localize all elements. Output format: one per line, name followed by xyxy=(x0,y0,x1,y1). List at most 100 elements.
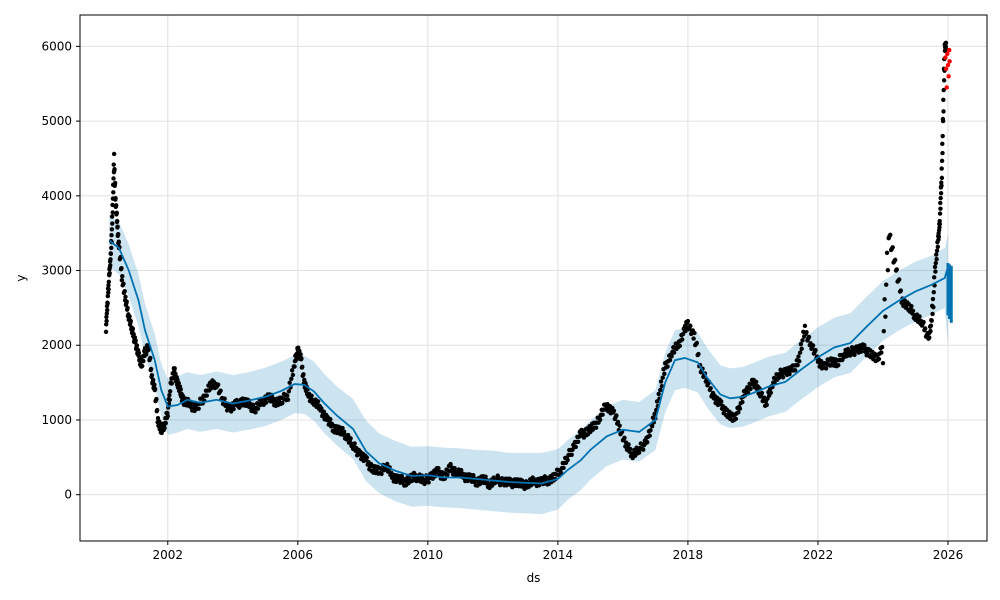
forecast-line xyxy=(108,239,949,485)
observed-point xyxy=(909,304,914,309)
observed-point xyxy=(708,386,713,391)
outlier-point xyxy=(947,59,952,64)
observed-point xyxy=(733,416,739,422)
observed-point xyxy=(636,450,642,455)
observed-point xyxy=(569,452,574,457)
observed-point xyxy=(127,314,132,319)
observed-point xyxy=(106,279,112,285)
observed-point xyxy=(923,326,928,331)
observed-point xyxy=(301,372,306,377)
observed-point xyxy=(929,318,934,323)
observed-point xyxy=(934,256,939,262)
observed-point xyxy=(125,305,130,311)
observed-point xyxy=(115,232,121,237)
observed-point xyxy=(938,206,943,211)
observed-point xyxy=(940,133,945,139)
observed-point xyxy=(658,379,664,384)
x-tick-label: 2006 xyxy=(283,548,314,562)
observed-point xyxy=(691,336,696,341)
observed-point xyxy=(662,371,667,376)
observed-point xyxy=(943,40,949,45)
observed-point xyxy=(940,118,946,124)
observed-point xyxy=(104,311,110,316)
observed-point xyxy=(111,190,116,195)
observed-point xyxy=(645,440,650,445)
observed-point xyxy=(768,390,774,395)
observed-point xyxy=(109,245,114,251)
observed-point xyxy=(162,425,167,431)
observed-point xyxy=(937,218,942,224)
observed-point xyxy=(154,396,159,402)
observed-point xyxy=(881,329,886,334)
observed-point xyxy=(458,467,464,473)
observed-point xyxy=(124,299,129,304)
observed-point xyxy=(315,399,321,404)
observed-point xyxy=(173,371,178,377)
observed-point xyxy=(796,354,801,359)
observed-point xyxy=(884,250,890,255)
x-tick-label: 2002 xyxy=(153,548,184,562)
observed-point xyxy=(104,314,109,320)
observed-point xyxy=(119,265,124,271)
observed-point xyxy=(641,447,646,452)
observed-point xyxy=(106,290,111,295)
outlier-point xyxy=(947,47,952,53)
observed-point xyxy=(928,323,934,328)
observed-point xyxy=(114,210,119,216)
observed-point xyxy=(379,471,384,477)
observed-point xyxy=(862,342,867,348)
observed-point xyxy=(180,393,186,398)
observed-point xyxy=(823,366,829,371)
observed-point xyxy=(104,322,109,327)
observed-point xyxy=(340,425,345,431)
observed-point xyxy=(299,356,304,361)
observed-point xyxy=(111,176,116,181)
observed-point xyxy=(169,381,175,386)
observed-point xyxy=(157,419,162,424)
x-tick-label: 2014 xyxy=(543,548,574,562)
x-tick-label: 2022 xyxy=(803,548,834,562)
observed-point xyxy=(116,239,122,244)
observed-point xyxy=(136,350,142,356)
observed-point xyxy=(737,406,743,411)
observed-point xyxy=(667,357,673,363)
observed-point xyxy=(296,345,301,350)
observed-point xyxy=(897,277,902,282)
observed-point xyxy=(108,251,114,256)
observed-point xyxy=(471,473,476,478)
observed-point xyxy=(660,375,665,380)
observed-point xyxy=(103,329,109,334)
observed-point xyxy=(364,455,370,460)
outlier-point xyxy=(945,51,950,57)
observed-point xyxy=(890,245,895,250)
y-axis-label: y xyxy=(14,274,28,281)
observed-point xyxy=(128,318,133,324)
observed-point xyxy=(108,257,113,262)
observed-point xyxy=(561,465,566,471)
observed-point xyxy=(141,358,146,364)
observed-point xyxy=(888,232,893,238)
observed-point xyxy=(109,214,115,219)
observed-point xyxy=(932,264,938,270)
observed-point xyxy=(884,282,889,287)
observed-point xyxy=(436,466,441,471)
observed-point xyxy=(753,379,759,385)
observed-point xyxy=(931,275,937,280)
observed-point xyxy=(941,87,946,93)
observed-point xyxy=(123,294,128,300)
observed-point xyxy=(937,225,942,230)
observed-point xyxy=(883,314,888,319)
observed-point xyxy=(148,366,154,372)
observed-point xyxy=(806,334,812,340)
observed-point xyxy=(892,257,898,263)
observed-point xyxy=(287,380,292,385)
observed-point xyxy=(134,343,140,348)
observed-point xyxy=(111,162,116,167)
observed-point xyxy=(879,344,885,350)
x-tick-label: 2010 xyxy=(413,548,444,562)
observed-point xyxy=(597,417,603,423)
observed-point xyxy=(110,221,115,226)
observed-point xyxy=(290,372,296,378)
